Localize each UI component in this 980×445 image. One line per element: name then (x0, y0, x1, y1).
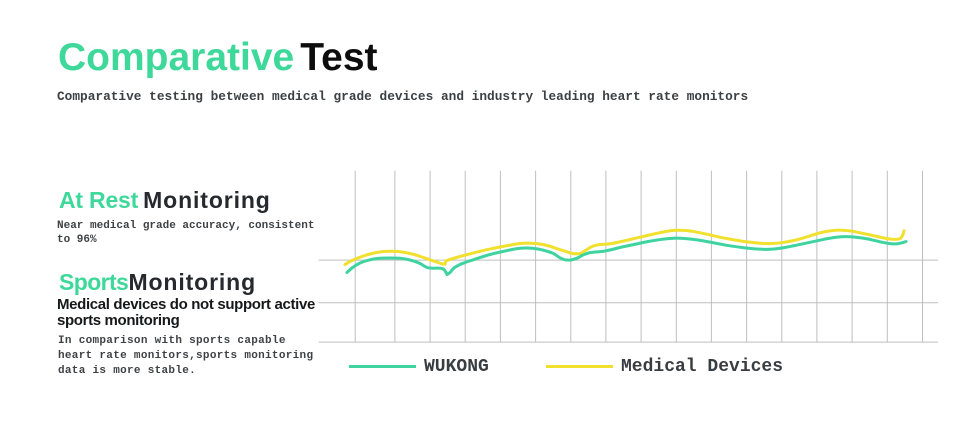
svg-text:WUKONG: WUKONG (424, 357, 489, 377)
svg-text:Medical Devices: Medical Devices (621, 357, 783, 377)
